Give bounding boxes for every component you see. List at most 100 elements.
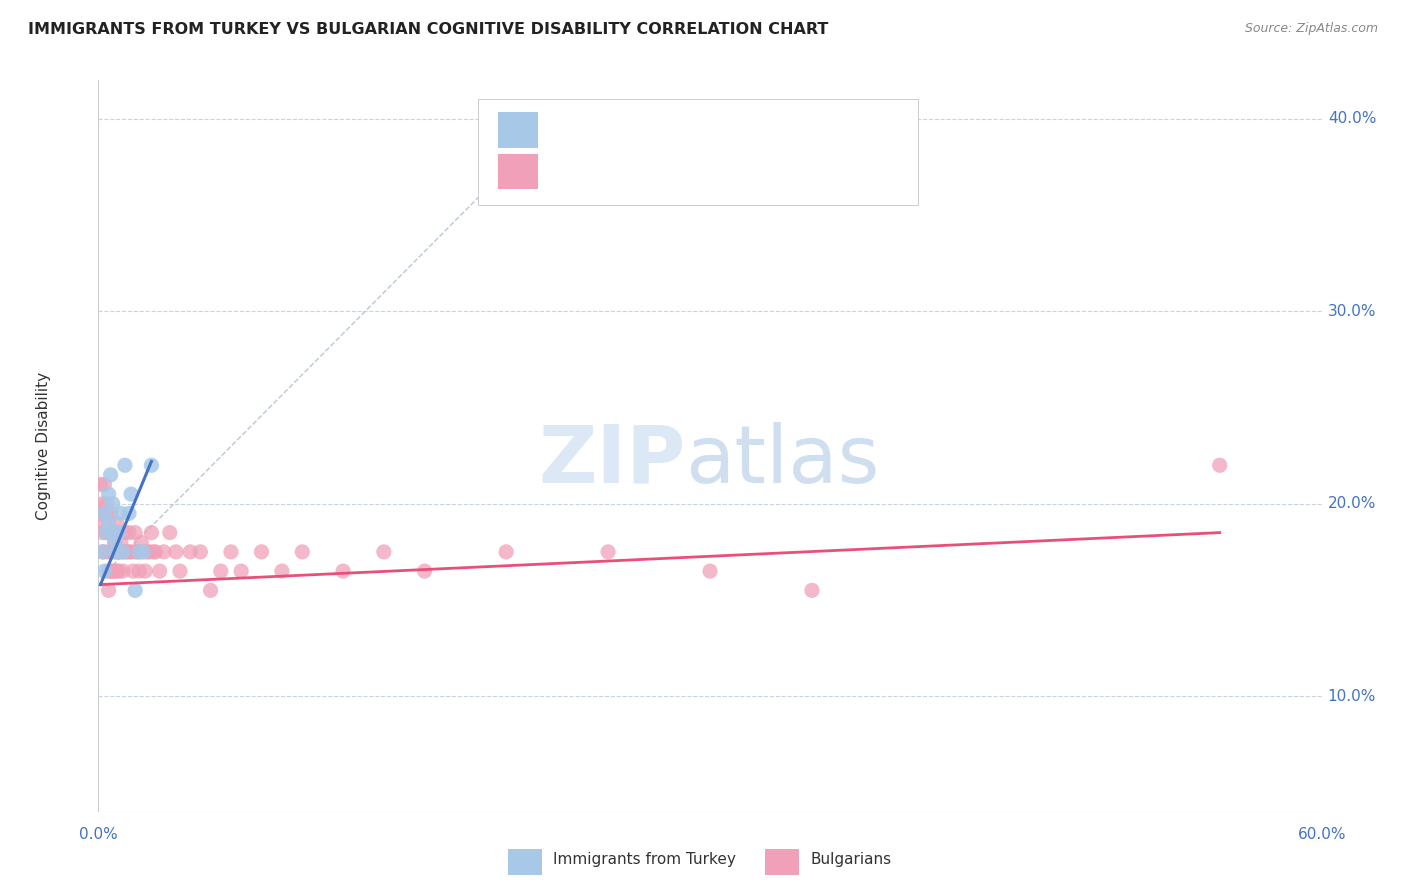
Point xyxy=(101,525,124,540)
Point xyxy=(104,564,127,578)
Point xyxy=(97,545,120,559)
Text: 60.0%: 60.0% xyxy=(1298,827,1346,842)
Point xyxy=(104,535,127,549)
Point xyxy=(108,525,131,540)
Point xyxy=(132,545,155,559)
Point xyxy=(93,477,115,491)
Point xyxy=(110,507,132,521)
Point xyxy=(100,545,122,559)
Point xyxy=(100,525,122,540)
Bar xyxy=(498,112,537,147)
Point xyxy=(118,507,141,521)
Point xyxy=(100,507,122,521)
Point xyxy=(93,564,115,578)
Point xyxy=(149,564,172,578)
Point xyxy=(96,525,118,540)
Point xyxy=(111,545,134,559)
Text: Bulgarians: Bulgarians xyxy=(810,852,891,867)
Point xyxy=(219,545,242,559)
Text: 30.0%: 30.0% xyxy=(1327,304,1376,318)
Point xyxy=(128,545,150,559)
Point xyxy=(97,516,120,530)
Point xyxy=(124,525,146,540)
Point xyxy=(136,545,159,559)
Point xyxy=(134,564,156,578)
Point xyxy=(124,583,146,598)
Text: 20.0%: 20.0% xyxy=(1327,496,1376,511)
Point xyxy=(93,507,115,521)
Point xyxy=(270,564,294,578)
Point xyxy=(93,545,115,559)
Text: 0.0%: 0.0% xyxy=(79,827,118,842)
Point xyxy=(159,525,181,540)
Point xyxy=(200,583,222,598)
Point xyxy=(114,545,136,559)
Point xyxy=(128,564,150,578)
Point xyxy=(250,545,273,559)
Point xyxy=(100,564,122,578)
Point xyxy=(104,545,127,559)
Point xyxy=(699,564,721,578)
Point xyxy=(145,545,167,559)
Bar xyxy=(508,849,543,875)
Point xyxy=(209,564,232,578)
Point xyxy=(114,458,136,473)
Point xyxy=(115,545,138,559)
Point xyxy=(101,497,124,511)
Point xyxy=(495,545,517,559)
Point xyxy=(413,564,436,578)
FancyBboxPatch shape xyxy=(478,99,918,204)
Point xyxy=(101,525,124,540)
Point xyxy=(96,507,118,521)
Text: 40.0%: 40.0% xyxy=(1327,112,1376,127)
Point xyxy=(97,564,120,578)
Point xyxy=(118,545,141,559)
Point xyxy=(128,545,150,559)
Point xyxy=(97,487,120,501)
Point xyxy=(101,545,124,559)
Point xyxy=(120,545,142,559)
Point xyxy=(110,545,132,559)
Point xyxy=(124,545,146,559)
Point xyxy=(105,564,128,578)
Point xyxy=(91,497,114,511)
Point xyxy=(96,497,118,511)
Point xyxy=(141,458,163,473)
Point xyxy=(142,545,165,559)
Point xyxy=(122,564,145,578)
Point xyxy=(91,545,114,559)
Point xyxy=(89,477,111,491)
Point xyxy=(114,525,136,540)
Point xyxy=(105,516,128,530)
Text: 10.0%: 10.0% xyxy=(1327,689,1376,704)
Bar xyxy=(765,849,800,875)
Point xyxy=(179,545,201,559)
Point xyxy=(108,564,131,578)
Point xyxy=(332,564,354,578)
Point xyxy=(101,564,124,578)
Point xyxy=(141,525,163,540)
Text: Immigrants from Turkey: Immigrants from Turkey xyxy=(554,852,737,867)
Text: ZIP: ZIP xyxy=(538,422,686,500)
Point xyxy=(188,545,212,559)
Point xyxy=(91,545,114,559)
Point xyxy=(91,525,114,540)
Point xyxy=(111,545,134,559)
Point xyxy=(120,487,142,501)
Point xyxy=(291,545,314,559)
Point xyxy=(152,545,174,559)
Point xyxy=(111,564,134,578)
Point xyxy=(105,545,128,559)
Point xyxy=(132,545,155,559)
Point xyxy=(96,525,118,540)
Point xyxy=(373,545,395,559)
Point xyxy=(89,507,111,521)
Text: IMMIGRANTS FROM TURKEY VS BULGARIAN COGNITIVE DISABILITY CORRELATION CHART: IMMIGRANTS FROM TURKEY VS BULGARIAN COGN… xyxy=(28,22,828,37)
Text: R = 0.088   N = 77: R = 0.088 N = 77 xyxy=(551,164,716,179)
Point xyxy=(118,525,141,540)
Point xyxy=(104,535,127,549)
Point xyxy=(138,545,160,559)
Point xyxy=(169,564,191,578)
Point xyxy=(598,545,620,559)
Text: R = 0.438   N = 21: R = 0.438 N = 21 xyxy=(551,122,716,137)
